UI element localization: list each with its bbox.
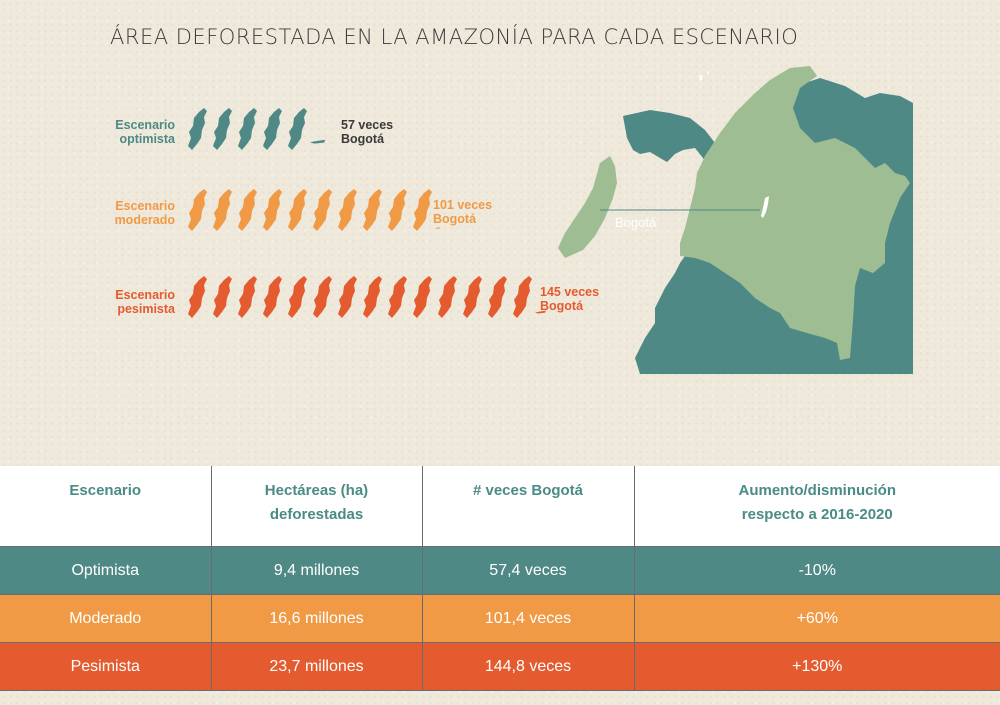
- scenario-label-moderado: Escenario moderado: [75, 199, 175, 227]
- count-label-line2: Bogotá: [540, 299, 584, 313]
- header-escenario: Escenario: [0, 466, 212, 547]
- bogota-shape-icon: [188, 276, 207, 318]
- bogota-shape-icon: [288, 189, 307, 231]
- bogota-shape-icon: [213, 108, 232, 150]
- scenario-label-line1: Escenario: [115, 118, 175, 132]
- bogota-shape-icon: [413, 276, 432, 318]
- count-label-line1: 57 veces: [341, 118, 394, 132]
- header-line2: respecto a 2016-2020: [741, 506, 893, 523]
- bogota-map-icon: [761, 196, 769, 218]
- map-fragment-left: [558, 156, 617, 258]
- scenario-label-line2: optimista: [119, 132, 175, 146]
- cell-veces: 57,4 veces: [422, 546, 635, 595]
- colombia-map: Bogotá: [558, 66, 913, 374]
- bogota-shape-icon: [238, 276, 257, 318]
- cell-veces: 144,8 veces: [422, 642, 635, 691]
- header-line1: Escenario: [69, 482, 142, 499]
- cell-hectareas: 16,6 millones: [211, 594, 423, 643]
- cell-escenario: Optimista: [0, 546, 212, 595]
- bogota-shape-icon: [238, 189, 257, 231]
- header-line1: Hectáreas (ha): [264, 482, 369, 499]
- bogota-shape-icon: [388, 276, 407, 318]
- cell-aumento: +60%: [634, 594, 1000, 643]
- map-label-bogota: Bogotá: [615, 215, 657, 230]
- bogota-shape-icon: [263, 189, 282, 231]
- header-aumento: Aumento/disminución respecto a 2016-2020: [634, 466, 1000, 547]
- bogota-shape-icon: [310, 139, 326, 144]
- bogota-shape-icon: [313, 189, 332, 231]
- icon-row-optimista: [185, 108, 335, 155]
- map-islands: [699, 71, 709, 81]
- scenario-label-line2: moderado: [114, 213, 175, 227]
- count-label-pesimista: 145 veces Bogotá: [540, 285, 599, 313]
- cell-hectareas: 23,7 millones: [211, 642, 423, 691]
- bogota-shape-icon: [338, 189, 357, 231]
- count-label-optimista: 57 veces Bogotá: [341, 118, 393, 146]
- scenario-label-pesimista: Escenario pesimista: [75, 288, 175, 316]
- header-line1: # veces Bogotá: [472, 482, 584, 499]
- icon-row-pesimista: [185, 276, 560, 323]
- colombia-region: [680, 66, 910, 360]
- scenario-label-line2: pesimista: [117, 302, 175, 316]
- bogota-shape-icon: [535, 310, 546, 314]
- bogota-shape-icon: [363, 276, 382, 318]
- count-label-line1: 145 veces: [540, 285, 600, 299]
- header-hectareas: Hectáreas (ha) deforestadas: [211, 466, 423, 547]
- cell-escenario: Pesimista: [0, 642, 212, 691]
- bogota-shape-icon: [338, 276, 357, 318]
- pictograph-pesimista: [188, 276, 546, 318]
- cell-veces: 101,4 veces: [422, 594, 635, 643]
- bogota-shape-icon: [413, 189, 432, 231]
- count-label-line2: Bogotá: [341, 132, 385, 146]
- bogota-shape-icon: [188, 108, 207, 150]
- bogota-shape-icon: [363, 189, 382, 231]
- bogota-shape-icon: [213, 276, 232, 318]
- bogota-shape-icon: [313, 276, 332, 318]
- bogota-shape-icon: [213, 189, 232, 231]
- bogota-shape-icon: [288, 108, 307, 150]
- bogota-shape-icon: [263, 108, 282, 150]
- data-table: Escenario Hectáreas (ha) deforestadas # …: [0, 466, 1000, 691]
- chart-title: Área deforestada en la Amazonía para cad…: [110, 25, 799, 49]
- header-line2: deforestadas: [269, 506, 364, 523]
- bogota-shape-icon: [513, 276, 532, 318]
- pictograph-optimista: [188, 108, 326, 150]
- scenario-label-line1: Escenario: [115, 288, 175, 302]
- bogota-shape-icon: [388, 189, 407, 231]
- count-label-line2: Bogotá: [433, 212, 477, 226]
- icon-row-moderado: [185, 189, 460, 236]
- bogota-shape-icon: [188, 189, 207, 231]
- scenario-label-optimista: Escenario optimista: [75, 118, 175, 146]
- cell-aumento: -10%: [634, 546, 1000, 595]
- table-header-row: Escenario Hectáreas (ha) deforestadas # …: [0, 466, 1000, 547]
- header-line1: Aumento/disminución: [738, 482, 897, 499]
- cell-hectareas: 9,4 millones: [211, 546, 423, 595]
- table-row: Pesimista 23,7 millones 144,8 veces +130…: [0, 642, 1000, 691]
- cell-aumento: +130%: [634, 642, 1000, 691]
- table-row: Optimista 9,4 millones 57,4 veces -10%: [0, 546, 1000, 595]
- count-label-line1: 101 veces: [433, 198, 493, 212]
- header-veces-bogota: # veces Bogotá: [422, 466, 635, 547]
- bogota-shape-icon: [438, 276, 457, 318]
- pictograph-moderado: [188, 189, 441, 231]
- count-label-moderado: 101 veces Bogotá: [433, 198, 492, 226]
- bogota-shape-icon: [463, 276, 482, 318]
- cell-escenario: Moderado: [0, 594, 212, 643]
- bogota-shape-icon: [263, 276, 282, 318]
- scenario-label-line1: Escenario: [115, 199, 175, 213]
- bogota-shape-icon: [435, 227, 441, 229]
- bogota-shape-icon: [488, 276, 507, 318]
- bogota-shape-icon: [288, 276, 307, 318]
- table-row: Moderado 16,6 millones 101,4 veces +60%: [0, 594, 1000, 643]
- bogota-shape-icon: [238, 108, 257, 150]
